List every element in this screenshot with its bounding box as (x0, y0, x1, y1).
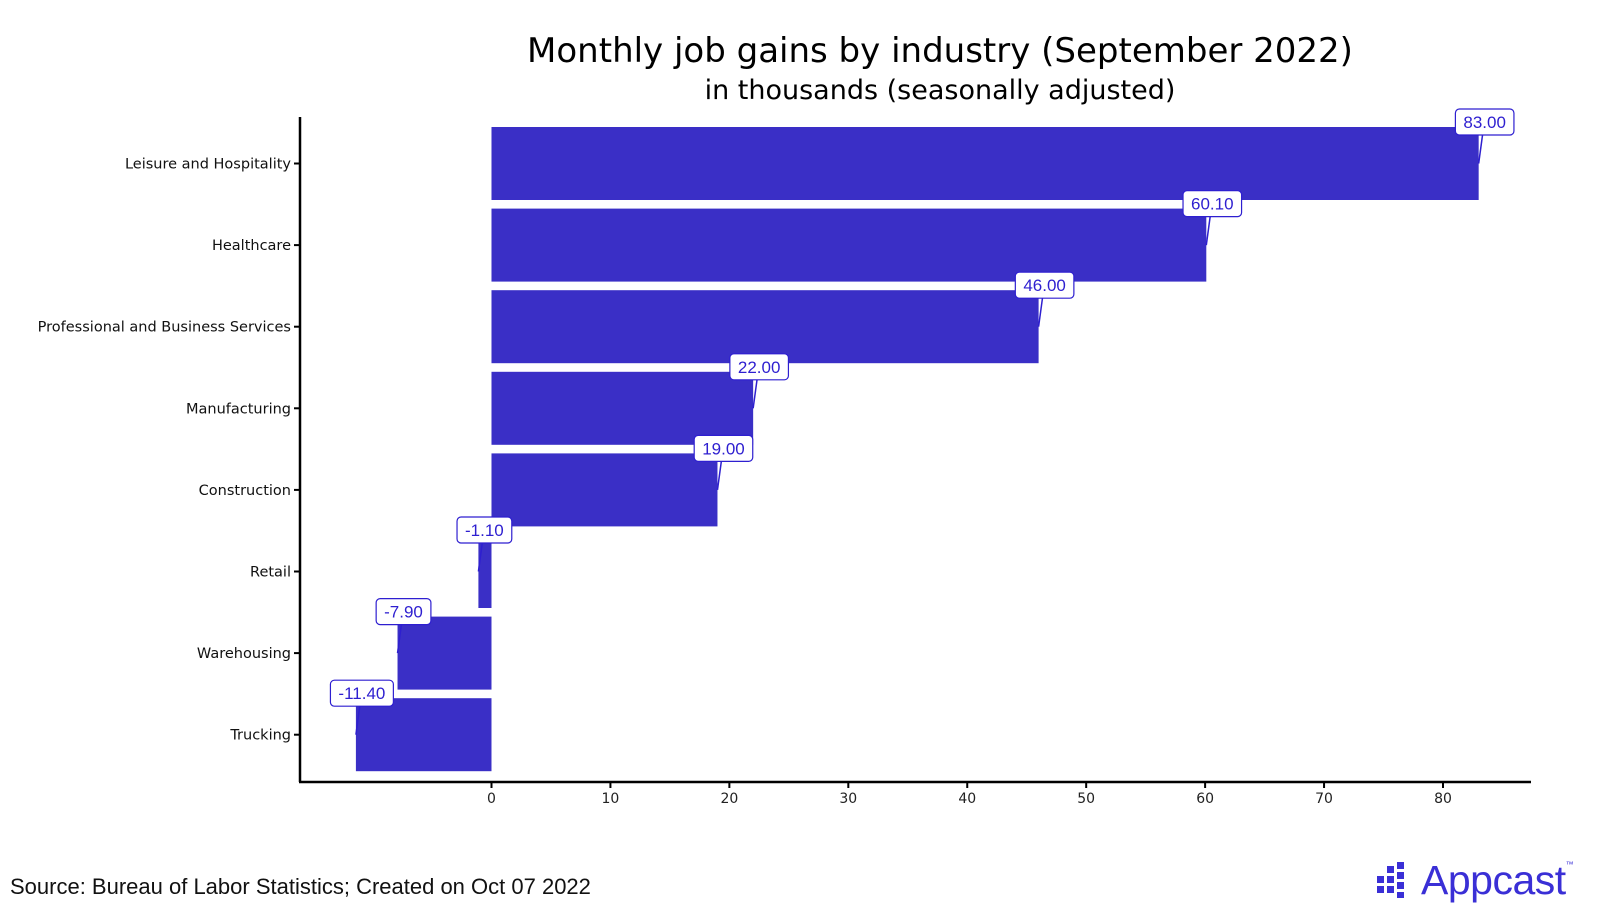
y-tick-label: Trucking (229, 728, 291, 744)
y-axis-ticks: Leisure and Hospitality Healthcare Profess… (38, 157, 300, 744)
data-label-box (729, 353, 790, 381)
y-tick-label: Retail (250, 565, 291, 581)
bar-healthcare (491, 208, 1207, 282)
x-tick-label: 50 (1077, 791, 1095, 807)
data-label: -7.90 (384, 603, 423, 622)
data-label: 19.00 (702, 439, 745, 458)
bar-professional-and-business-services (491, 290, 1039, 364)
data-label-leader (477, 541, 484, 572)
appcast-logo-text: Appcast (1421, 856, 1566, 903)
data-label-box (329, 679, 394, 707)
x-tick-label: 10 (602, 791, 620, 807)
chart-subtitle: in thousands (seasonally adjusted) (705, 75, 1176, 106)
bar-trucking (355, 698, 492, 772)
data-label-box (375, 597, 432, 626)
data-label-leader (355, 705, 361, 735)
x-tick-label: 40 (958, 791, 976, 807)
data-label: 22.00 (738, 358, 781, 377)
bar-leisure-and-hospitality (491, 127, 1479, 200)
y-tick-label: Professional and Business Services (38, 320, 291, 336)
appcast-logo-tm: ™ (1565, 860, 1574, 869)
y-tick-label: Healthcare (212, 238, 291, 254)
bar-construction (491, 453, 718, 527)
data-labels-layer: 83.00 60.10 46.00 22.00 19.00 -1.10 -7.90 -11.4… (329, 108, 1515, 735)
x-tick-label: 60 (1196, 791, 1214, 807)
data-label-leader (1037, 297, 1044, 327)
data-label-leader (396, 623, 403, 654)
data-label-box (693, 434, 754, 462)
x-tick-label: 80 (1434, 791, 1452, 807)
data-label-box (1454, 108, 1515, 136)
data-label-leader (1477, 133, 1484, 164)
x-tick-label: 20 (720, 791, 738, 807)
y-tick-label: Leisure and Hospitality (125, 157, 291, 173)
data-label-box (1014, 271, 1075, 299)
y-tick-label: Manufacturing (186, 401, 291, 417)
data-label: 83.00 (1463, 113, 1506, 132)
data-label: 46.00 (1023, 276, 1066, 295)
data-label: 60.10 (1191, 195, 1234, 214)
data-label: -1.10 (465, 521, 504, 540)
x-axis-ticks: 0 10 20 30 40 50 60 70 80 (487, 782, 1452, 807)
chart-title: Monthly job gains by industry (September… (527, 31, 1353, 71)
data-label-box (456, 516, 513, 544)
x-tick-label: 70 (1315, 791, 1333, 807)
data-label-leader (716, 460, 723, 491)
data-label-leader (752, 378, 758, 409)
data-label-leader (1205, 215, 1212, 246)
y-tick-label: Warehousing (197, 646, 291, 662)
bar-warehousing (397, 616, 492, 690)
appcast-logo-icon (1377, 862, 1404, 898)
appcast-logo: Appcast ™ (1377, 856, 1574, 903)
bar-retail (478, 535, 492, 608)
source-note: Source: Bureau of Labor Statistics; Crea… (10, 874, 591, 899)
x-tick-label: 0 (487, 791, 496, 807)
data-label-box (1182, 190, 1243, 218)
bars-layer (355, 127, 1479, 772)
x-tick-label: 30 (839, 791, 857, 807)
data-label: -11.40 (338, 684, 385, 703)
y-tick-label: Construction (199, 483, 291, 499)
bar-manufacturing (491, 371, 754, 445)
